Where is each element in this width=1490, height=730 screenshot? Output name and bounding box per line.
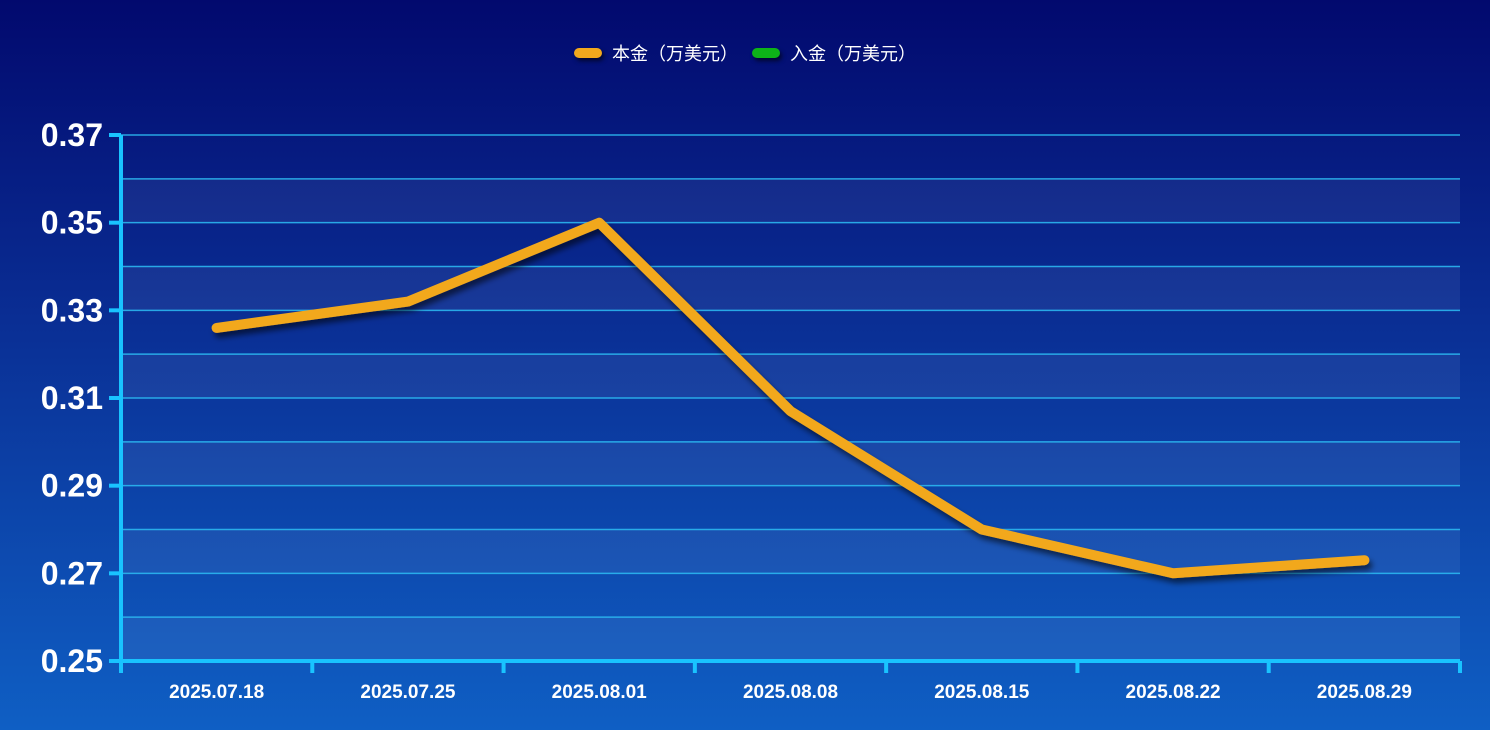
x-tick-labels: 2025.07.18 2025.07.25 2025.08.01 2025.08.08… [169, 682, 1412, 703]
y-tick-label: 0.31 [41, 380, 103, 416]
y-tick-label: 0.27 [41, 555, 103, 591]
plot-bands [121, 178, 1460, 661]
grid-lines [121, 134, 1460, 618]
legend-label-deposit: 入金（万美元） [790, 44, 916, 65]
legend-swatch-principal [574, 48, 602, 58]
y-tick-label: 0.29 [41, 468, 103, 504]
plot-band [121, 617, 1460, 661]
plot-band [121, 441, 1460, 486]
series-lines [211, 217, 1370, 579]
x-tick-label: 2025.08.15 [934, 682, 1030, 703]
axes [109, 133, 1462, 673]
x-tick-label: 2025.08.01 [552, 682, 648, 703]
y-tick-label: 0.25 [41, 643, 103, 679]
x-tick-label: 2025.08.29 [1317, 682, 1412, 703]
x-tick-label: 2025.07.25 [360, 682, 456, 703]
legend-item-deposit[interactable]: 入金（万美元） [752, 40, 916, 66]
legend-item-principal[interactable]: 本金（万美元） [574, 40, 738, 66]
plot-band [121, 266, 1460, 311]
plot-band [121, 178, 1460, 223]
y-tick-label: 0.33 [41, 292, 103, 328]
y-tick-label: 0.37 [41, 117, 103, 153]
legend-label-principal: 本金（万美元） [612, 44, 738, 65]
y-tick-label: 0.35 [41, 205, 103, 241]
x-tick-label: 2025.08.08 [743, 682, 838, 703]
plot-band [121, 354, 1460, 398]
series-line-principal [211, 217, 1370, 579]
x-tick-label: 2025.08.22 [1126, 682, 1221, 703]
chart-legend: 本金（万美元） 入金（万美元） [0, 40, 1490, 66]
y-tick-labels: 0.25 0.27 0.29 0.31 0.33 0.35 0.37 [41, 117, 103, 679]
legend-swatch-deposit [752, 48, 780, 58]
x-tick-label: 2025.07.18 [169, 682, 264, 703]
